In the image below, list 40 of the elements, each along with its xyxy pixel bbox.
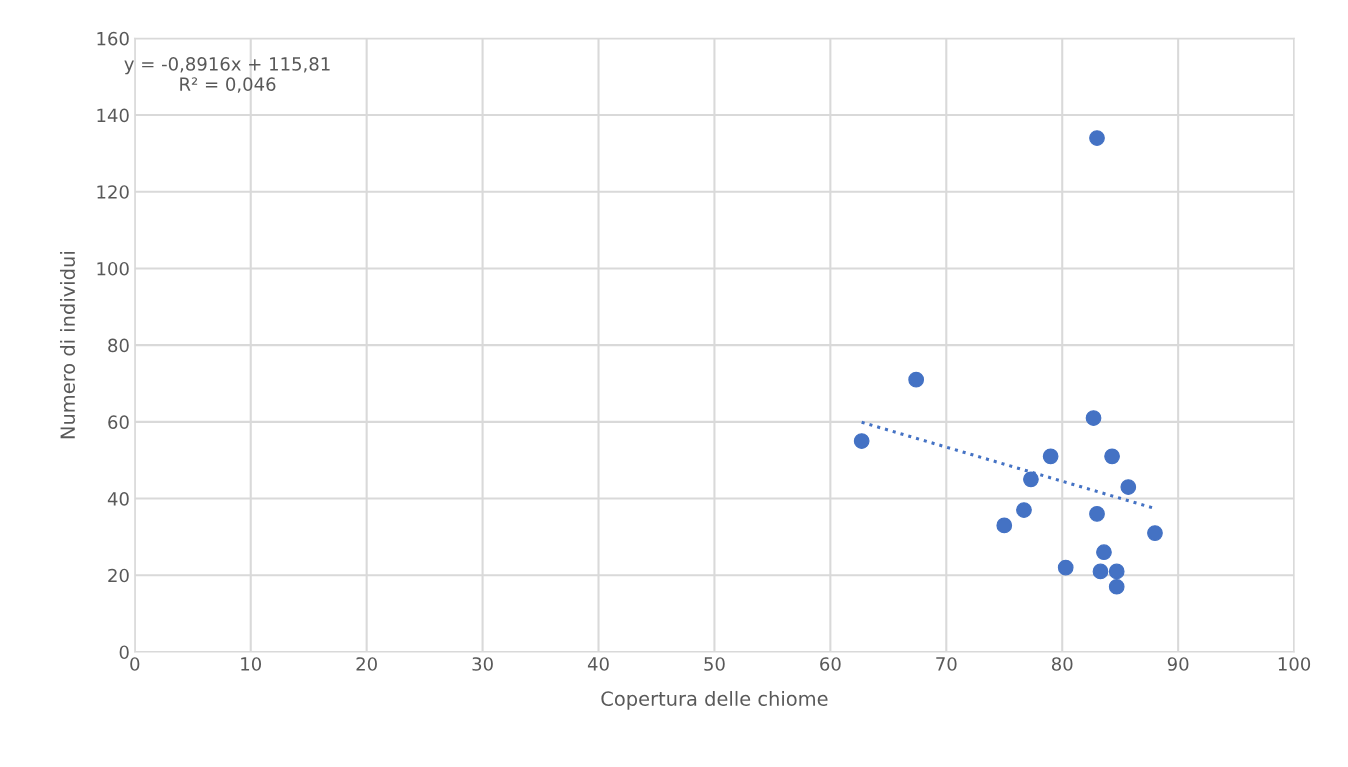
y-tick-label: 0 bbox=[119, 645, 129, 660]
y-tick-label: 80 bbox=[108, 338, 129, 353]
x-tick-label: 0 bbox=[130, 657, 140, 671]
point bbox=[1092, 563, 1109, 580]
point bbox=[853, 433, 870, 449]
point bbox=[1096, 544, 1112, 561]
x-tick-label: 90 bbox=[1167, 657, 1189, 671]
y-tick-label: 20 bbox=[108, 568, 129, 583]
point bbox=[1104, 448, 1120, 465]
x-tick-label: 50 bbox=[704, 657, 725, 671]
y-axis-title: Numero di individui bbox=[59, 252, 76, 439]
annotation: y = -0,8916x + 115,81 R² = 0,046 bbox=[124, 57, 330, 93]
point bbox=[1016, 502, 1032, 518]
point bbox=[908, 371, 925, 388]
y-tick-label: 100 bbox=[97, 261, 129, 276]
point bbox=[1108, 563, 1125, 580]
point bbox=[1085, 410, 1102, 426]
point bbox=[1042, 448, 1059, 465]
x-tick-label: 30 bbox=[472, 657, 493, 671]
y-tick-label: 140 bbox=[97, 108, 129, 123]
point bbox=[1057, 559, 1074, 576]
y-tick-label: 160 bbox=[97, 31, 129, 46]
point bbox=[1089, 130, 1105, 146]
point bbox=[1120, 479, 1137, 495]
y-tick-label: 60 bbox=[108, 415, 129, 429]
point bbox=[1147, 525, 1163, 541]
point bbox=[1108, 578, 1125, 595]
x-tick-label: 10 bbox=[241, 657, 262, 671]
x-tick-label: 80 bbox=[1051, 657, 1073, 671]
x-tick-label: 100 bbox=[1278, 657, 1311, 671]
x-tick-label: 60 bbox=[820, 657, 841, 671]
x-tick-label: 40 bbox=[587, 657, 609, 671]
x-tick-label: 20 bbox=[356, 657, 377, 671]
point bbox=[1089, 506, 1105, 522]
point bbox=[1023, 471, 1039, 488]
y-tick-label: 40 bbox=[107, 492, 129, 506]
x-tick-label: 70 bbox=[936, 657, 957, 671]
y-tick-label: 120 bbox=[97, 185, 129, 199]
x-axis-title: Copertura delle chiome bbox=[601, 690, 828, 710]
point bbox=[996, 517, 1013, 534]
